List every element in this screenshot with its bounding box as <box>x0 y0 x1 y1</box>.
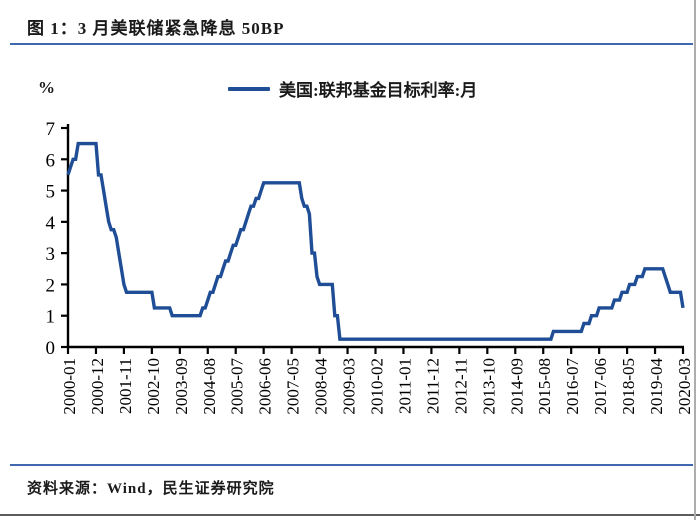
x-axis-tick-label: 2016-07 <box>563 358 582 415</box>
x-axis-tick-label: 2006-06 <box>256 358 275 415</box>
x-axis-tick-label: 2013-10 <box>479 358 498 415</box>
x-axis-tick-label: 2019-04 <box>647 358 666 415</box>
x-axis-tick-label: 2000-12 <box>88 358 107 415</box>
y-axis-tick-label: 0 <box>46 338 56 359</box>
fed-funds-rate-line <box>66 141 685 341</box>
y-axis-tick-label: 4 <box>46 213 56 234</box>
y-axis-tick-label: 7 <box>46 119 56 140</box>
y-axis-tick-label: 1 <box>46 307 56 328</box>
y-axis-unit-label: % <box>38 78 55 97</box>
y-axis-tick-label: 5 <box>46 182 56 203</box>
x-axis-tick-label: 2014-09 <box>507 358 526 415</box>
chart-legend: 美国:联邦基金目标利率:月 <box>228 76 477 101</box>
x-axis-tick-label: 2012-11 <box>451 358 470 414</box>
figure-bottom-border <box>0 514 700 516</box>
x-axis-tick-label: 2007-05 <box>284 358 303 415</box>
x-axis-tick-label: 2003-09 <box>172 358 191 415</box>
x-axis-tick-label: 2011-12 <box>423 358 442 414</box>
title-divider-rule <box>10 43 693 45</box>
legend-series-label: 美国:联邦基金目标利率:月 <box>279 81 478 100</box>
figure-right-border <box>694 0 696 520</box>
source-divider-rule <box>10 464 693 466</box>
x-axis-tick-label: 2008-04 <box>312 358 331 415</box>
x-axis-tick-label: 2020-03 <box>675 358 694 415</box>
x-axis-tick-label: 2011-01 <box>395 358 414 414</box>
source-note: 资料来源：Wind，民生证券研究院 <box>27 481 275 497</box>
figure-title: 图 1：3 月美联储紧急降息 50BP <box>27 19 285 38</box>
x-axis-tick-label: 2009-03 <box>340 358 359 415</box>
x-axis-tick-label: 2010-02 <box>368 358 387 415</box>
y-axis-tick-label: 2 <box>46 275 56 296</box>
x-axis-tick-label: 2017-06 <box>591 358 610 415</box>
x-axis-tick-label: 2005-07 <box>228 358 247 415</box>
x-axis-tick-label: 2000-01 <box>60 358 79 415</box>
legend-line-swatch <box>228 86 270 91</box>
x-axis-tick-label: 2004-08 <box>200 358 219 415</box>
x-axis-tick-label: 2015-08 <box>535 358 554 415</box>
y-axis-tick-label: 6 <box>46 150 56 171</box>
x-axis-tick-label: 2001-11 <box>116 358 135 414</box>
y-axis-tick-label: 3 <box>46 244 56 265</box>
x-axis-tick-label: 2002-10 <box>144 358 163 415</box>
x-axis-tick-label: 2018-05 <box>619 358 638 415</box>
